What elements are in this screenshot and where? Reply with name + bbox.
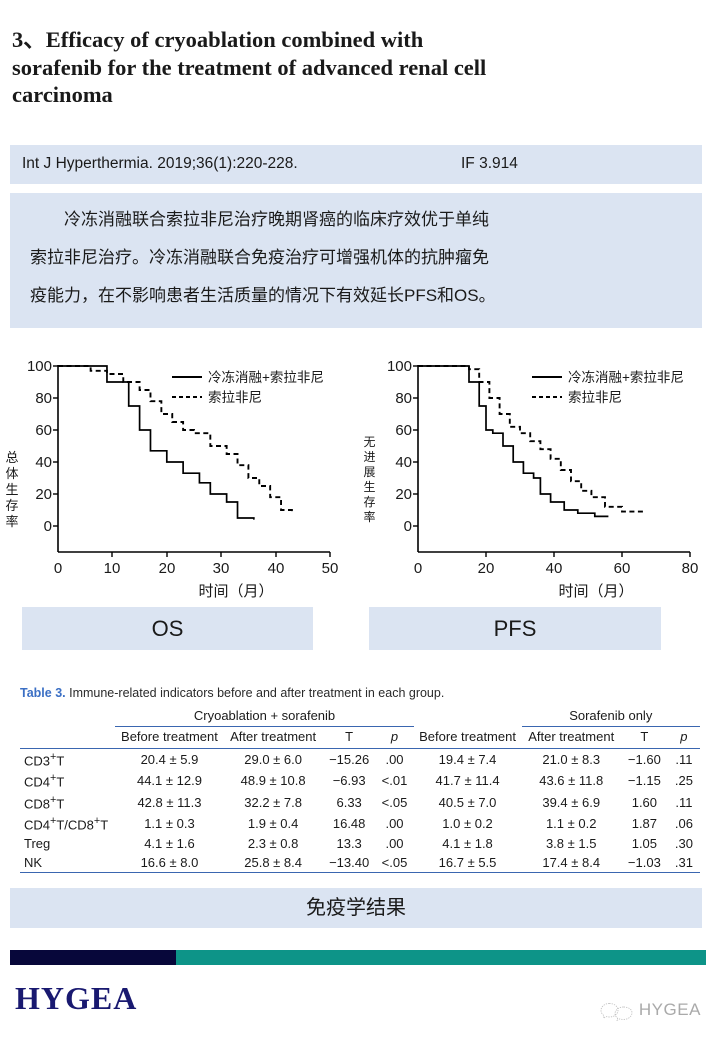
svg-text:20: 20	[395, 486, 412, 503]
svg-text:80: 80	[682, 560, 699, 577]
svg-text:时间（月）: 时间（月）	[198, 583, 273, 600]
svg-text:冷冻消融+索拉非尼: 冷冻消融+索拉非尼	[208, 370, 324, 385]
svg-text:30: 30	[213, 560, 230, 577]
svg-text:索拉非尼: 索拉非尼	[568, 390, 622, 405]
svg-text:索拉非尼: 索拉非尼	[208, 390, 262, 405]
svg-text:80: 80	[395, 390, 412, 407]
svg-text:时间（月）: 时间（月）	[558, 583, 633, 600]
svg-text:50: 50	[322, 560, 339, 577]
svg-text:100: 100	[387, 358, 412, 375]
svg-text:60: 60	[35, 422, 52, 439]
svg-text:0: 0	[414, 560, 422, 577]
svg-text:20: 20	[35, 486, 52, 503]
svg-text:60: 60	[614, 560, 631, 577]
svg-text:100: 100	[27, 358, 52, 375]
svg-text:40: 40	[35, 454, 52, 471]
svg-text:40: 40	[395, 454, 412, 471]
svg-text:0: 0	[404, 518, 412, 535]
svg-text:0: 0	[44, 518, 52, 535]
svg-text:20: 20	[478, 560, 495, 577]
svg-text:60: 60	[395, 422, 412, 439]
svg-text:80: 80	[35, 390, 52, 407]
svg-text:40: 40	[546, 560, 563, 577]
svg-text:冷冻消融+索拉非尼: 冷冻消融+索拉非尼	[568, 370, 684, 385]
svg-text:40: 40	[268, 560, 285, 577]
svg-text:0: 0	[54, 560, 62, 577]
svg-text:10: 10	[104, 560, 121, 577]
svg-text:20: 20	[159, 560, 176, 577]
